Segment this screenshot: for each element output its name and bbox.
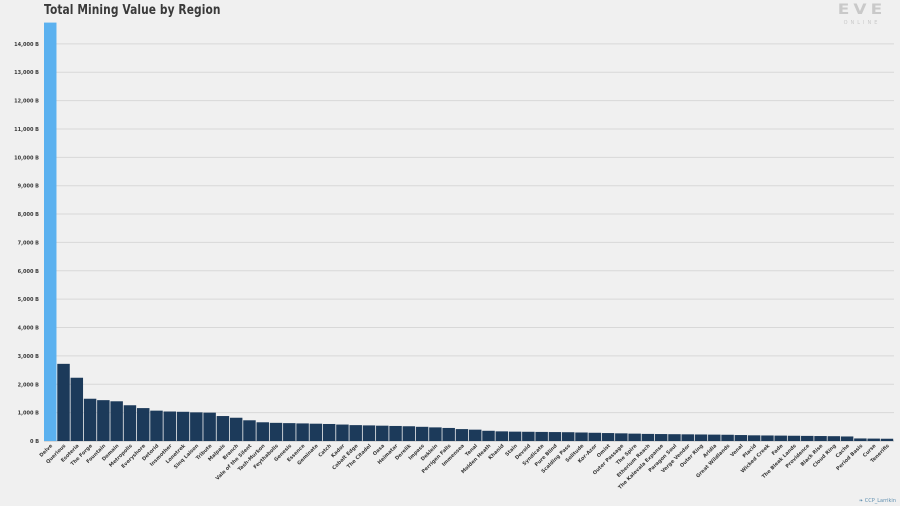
bar: [136, 408, 150, 441]
y-tick-label: 10,000 B: [14, 155, 39, 161]
y-tick-label: 6,000 B: [18, 269, 40, 275]
bar: [867, 438, 880, 441]
bar: [495, 431, 509, 441]
bar: [721, 434, 734, 441]
bar: [229, 417, 243, 441]
bar: [442, 427, 455, 441]
y-tick-label: 0 B: [30, 439, 39, 445]
logo-subtext: ONLINE: [843, 20, 881, 26]
bar: [455, 429, 469, 441]
bar: [761, 435, 774, 441]
bar: [402, 426, 416, 441]
bar: [694, 434, 708, 441]
bar: [336, 424, 349, 441]
bar: [97, 400, 110, 441]
bar: [309, 423, 323, 441]
bar: [601, 433, 615, 441]
bar: [429, 427, 442, 441]
bar: [376, 425, 389, 441]
bar: [362, 425, 376, 441]
bar: [70, 377, 84, 441]
bar: [641, 433, 655, 441]
bar: [588, 432, 602, 441]
chart-title: Total Mining Value by Region: [44, 3, 221, 18]
bar: [283, 423, 296, 441]
bar: [747, 435, 761, 441]
bar: [801, 435, 814, 441]
bar: [535, 431, 548, 441]
author-credit: ❧ CCP_Larrikin: [859, 498, 896, 504]
bar: [389, 425, 402, 441]
y-tick-label: 5,000 B: [18, 297, 40, 303]
bar: [469, 429, 482, 441]
bar: [415, 426, 429, 441]
bar: [615, 433, 628, 441]
y-tick-label: 14,000 B: [14, 42, 39, 48]
y-tick-label: 8,000 B: [18, 212, 40, 218]
bar: [787, 435, 801, 441]
bar: [575, 432, 588, 441]
bar: [83, 398, 97, 441]
bar: [774, 435, 787, 441]
bar: [322, 423, 336, 441]
bar: [628, 433, 641, 441]
y-tick-label: 11,000 B: [14, 127, 39, 133]
bar: [176, 411, 190, 441]
bar: [482, 430, 495, 441]
bar: [668, 434, 681, 441]
bar: [269, 422, 283, 441]
bar: [163, 411, 177, 441]
bar: [827, 436, 841, 441]
y-tick-label: 3,000 B: [18, 354, 40, 360]
eve-online-logo: EVE ONLINE: [836, 2, 888, 28]
bar: [44, 22, 57, 441]
y-tick-label: 1,000 B: [18, 411, 40, 417]
y-tick-label: 2,000 B: [18, 382, 40, 388]
bar: [561, 432, 575, 441]
y-tick-label: 12,000 B: [14, 99, 39, 105]
bar: [243, 420, 256, 441]
bar: [110, 401, 123, 441]
bar: [123, 405, 137, 441]
bar: [654, 434, 668, 441]
y-tick-label: 7,000 B: [18, 240, 40, 246]
bar: [840, 436, 854, 441]
bar: [880, 438, 894, 441]
bar: [296, 423, 309, 441]
bar: [256, 422, 269, 441]
bar: [548, 432, 562, 441]
y-tick-label: 4,000 B: [18, 326, 40, 332]
bar: [734, 435, 748, 441]
bar: [508, 431, 522, 441]
y-tick-label: 13,000 B: [14, 70, 39, 76]
bar: [216, 416, 230, 441]
bar: [522, 431, 535, 441]
bar: [708, 434, 721, 441]
bar: [814, 436, 827, 441]
bar: [150, 410, 163, 441]
logo-wordmark: EVE: [837, 1, 887, 19]
bar: [349, 425, 362, 441]
bar: [854, 438, 867, 441]
bar: [190, 412, 203, 441]
y-tick-label: 9,000 B: [18, 184, 40, 190]
bar: [57, 363, 70, 441]
bar: [203, 412, 216, 441]
bar: [681, 434, 694, 441]
